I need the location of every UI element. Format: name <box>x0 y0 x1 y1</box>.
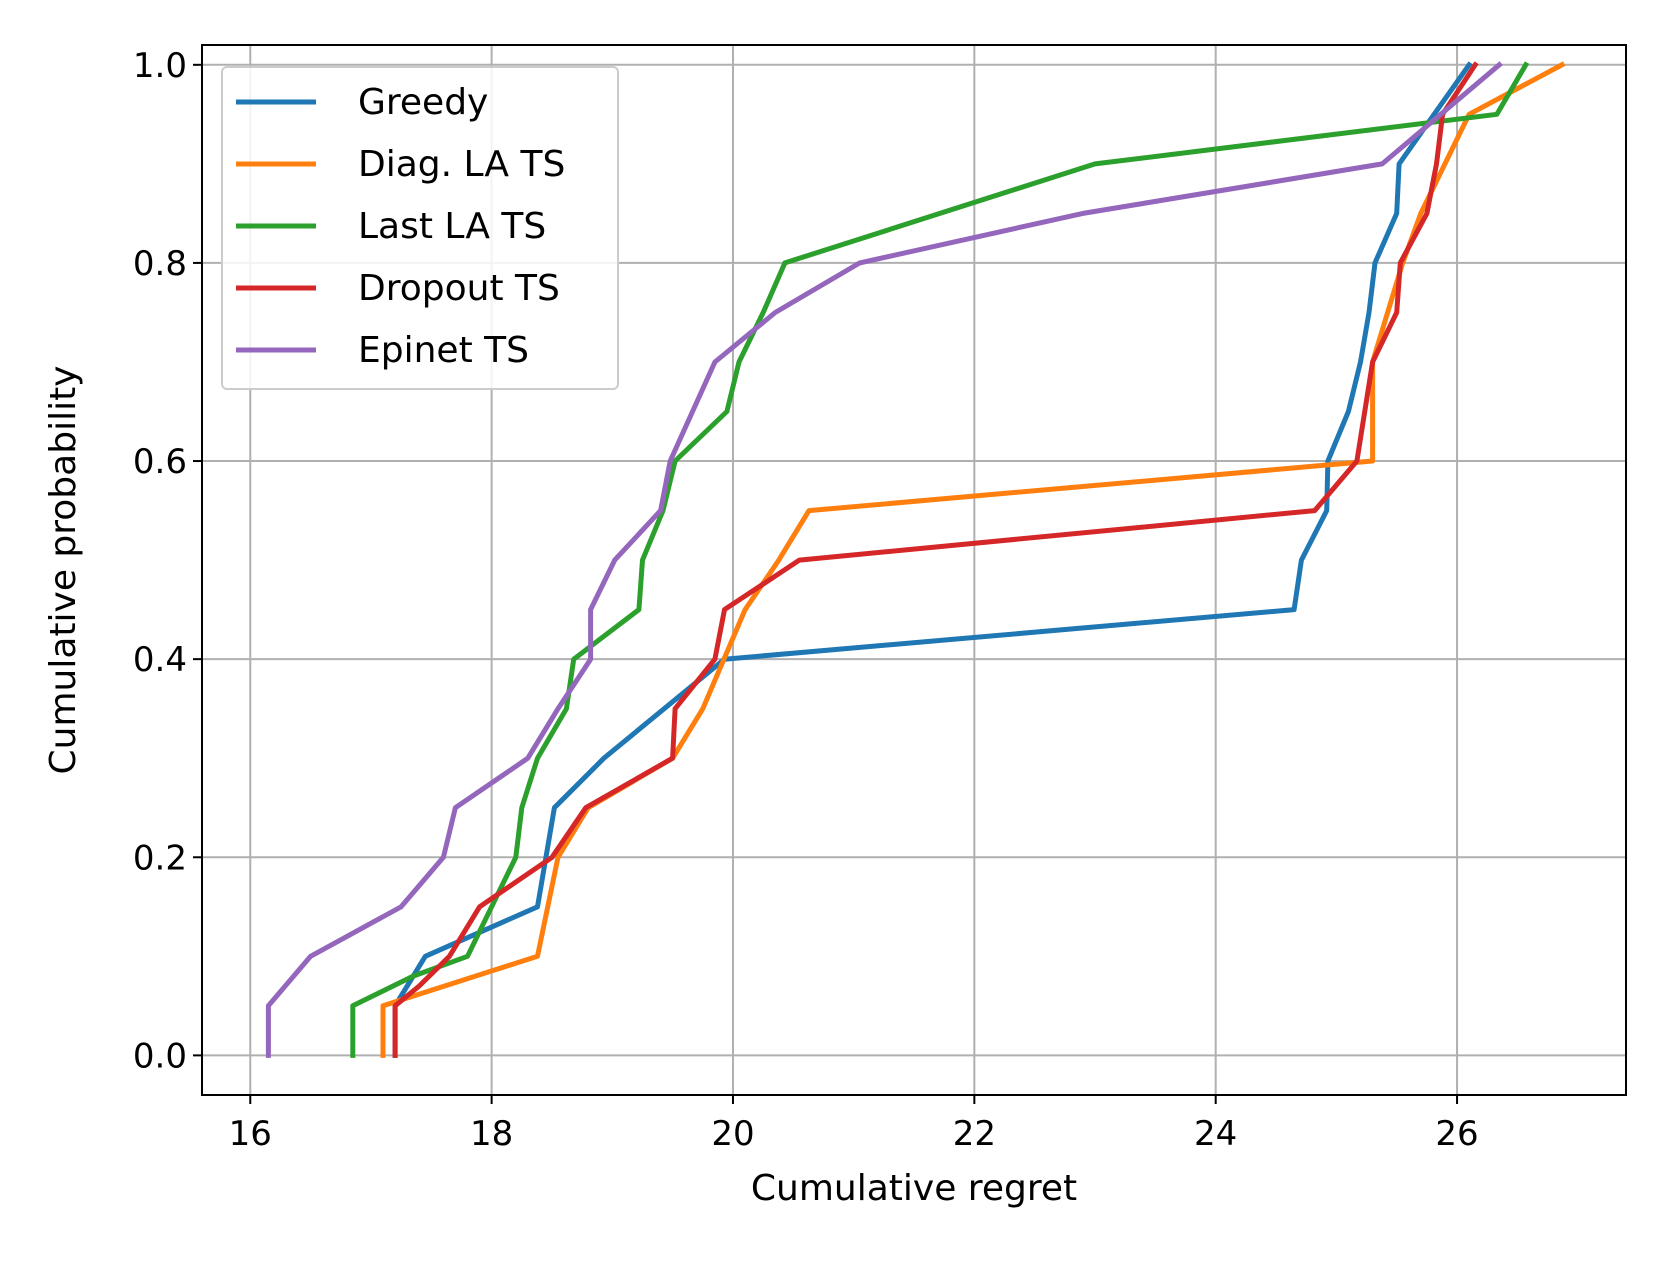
series-lines <box>265 61 1566 1058</box>
x-axis-label: Cumulative regret <box>751 1168 1077 1209</box>
x-tick-label: 18 <box>470 1114 513 1154</box>
legend-label: Greedy <box>358 82 488 123</box>
x-tick-label: 24 <box>1194 1114 1237 1154</box>
legend-label: Epinet TS <box>358 330 529 371</box>
legend: Greedy Diag. LA TS Last LA TS Dropout TS Epi… <box>221 66 619 390</box>
y-tick-label: 0.4 <box>133 640 187 680</box>
axis-ticks: 16 18 20 22 24 26 0.0 0.2 0.4 0.6 0.8 1.0 <box>133 46 1479 1154</box>
y-tick-label: 0.0 <box>133 1036 187 1076</box>
y-tick-label: 1.0 <box>133 46 187 86</box>
x-tick-label: 26 <box>1435 1114 1478 1154</box>
x-tick-label: 20 <box>711 1114 754 1154</box>
y-tick-label: 0.6 <box>133 442 187 482</box>
y-tick-label: 0.8 <box>133 244 187 284</box>
series-line-3 <box>392 61 1479 1058</box>
legend-label: Last LA TS <box>358 206 546 247</box>
series-line-2 <box>350 61 1530 1058</box>
legend-box <box>221 66 619 390</box>
legend-label: Dropout TS <box>358 268 560 309</box>
x-tick-label: 16 <box>229 1114 272 1154</box>
plot-frame <box>201 44 1627 1096</box>
series-line-0 <box>392 61 1473 1058</box>
y-axis-label: Cumulative probability <box>43 366 84 775</box>
legend-label: Diag. LA TS <box>358 144 565 185</box>
y-tick-label: 0.2 <box>133 838 187 878</box>
x-tick-label: 22 <box>953 1114 996 1154</box>
series-line-4 <box>265 61 1503 1058</box>
